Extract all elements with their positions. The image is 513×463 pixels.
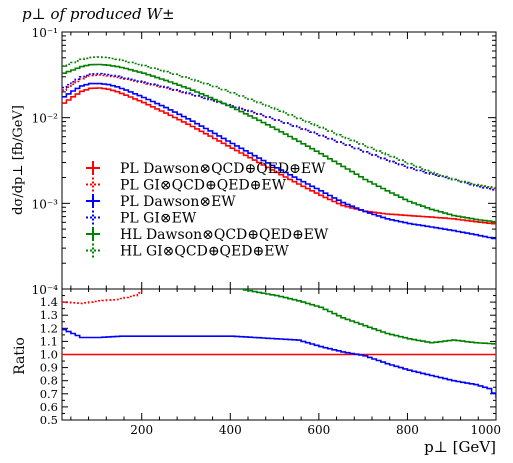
x-tick-label: 800: [396, 423, 419, 437]
x-tick-label: 600: [307, 423, 330, 437]
x-tick-label: 200: [130, 423, 153, 437]
main-series-group: [62, 56, 496, 240]
y-tick-label: 10⁻¹: [32, 26, 58, 40]
ratio-plot-panel: 200 400 600 800 1000 0.50.60.70.80.91.01.11.2…: [40, 288, 501, 437]
ratio-y-tick-label: 1.3: [40, 308, 58, 322]
chart-title: p⊥ of produced W±: [22, 5, 175, 23]
ratio-series-line: [62, 328, 496, 398]
ratio-y-tick-label: 1.0: [40, 348, 58, 362]
legend-label: PL GI⊗QCD⊕QED⊕EW: [120, 178, 287, 194]
ratio-y-tick-label: 1.4: [40, 295, 58, 309]
series-line: [62, 87, 496, 225]
y-tick-label: 10⁻²: [32, 112, 59, 126]
x-axis-label: p⊥ [GeV]: [424, 438, 496, 456]
ratio-y-tick-label: 0.6: [40, 400, 58, 414]
x-tick-label: 1000: [470, 423, 501, 437]
ratio-series-line: [239, 289, 496, 345]
series-line: [62, 63, 496, 223]
y-tick-label: 10⁻³: [32, 197, 59, 211]
main-y-axis-label: dσ/dp⊥ [fb/GeV]: [11, 105, 26, 215]
ratio-y-tick-label: 0.9: [40, 361, 58, 375]
ratio-y-tick-label: 0.7: [40, 387, 58, 401]
ratio-y-tick-label: 1.1: [40, 334, 58, 348]
x-tick-label: 400: [219, 423, 242, 437]
ratio-series-group: [62, 289, 496, 398]
series-line: [62, 82, 496, 240]
legend-label: HL Dawson⊗QCD⊕QED⊕EW: [120, 227, 329, 243]
legend-label: PL GI⊗EW: [120, 211, 197, 227]
legend-label: PL Dawson⊗EW: [120, 194, 236, 210]
ratio-series-line: [62, 290, 143, 305]
ratio-y-axis-label: Ratio: [12, 337, 28, 375]
legend-label: HL GI⊗QCD⊕QED⊕EW: [120, 244, 289, 260]
ratio-y-tick-label: 1.2: [40, 321, 58, 335]
series-line: [62, 56, 496, 189]
ratio-y-tick-label: 0.5: [40, 413, 58, 427]
legend-label: PL Dawson⊗QCD⊕QED⊕EW: [120, 161, 326, 177]
ratio-y-tick-label: 0.8: [40, 374, 58, 388]
y-tick-label: 10⁻⁴: [32, 283, 59, 297]
